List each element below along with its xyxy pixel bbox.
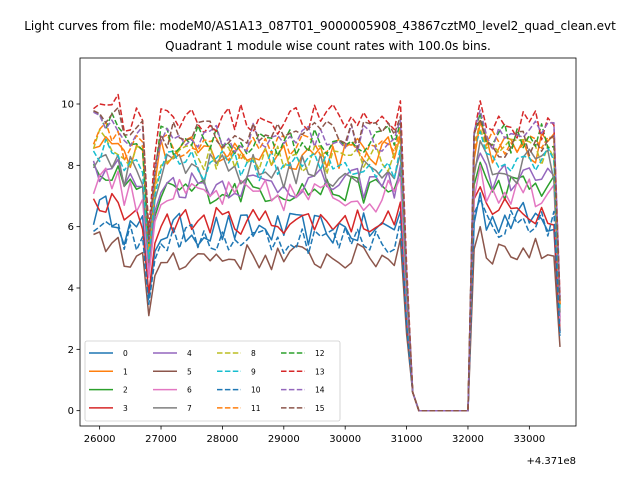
legend-label-5: 5 <box>187 367 192 376</box>
series-line-6 <box>92 164 561 412</box>
legend-label-0: 0 <box>123 349 128 358</box>
legend-label-11: 11 <box>251 404 261 413</box>
legend-label-1: 1 <box>123 367 128 376</box>
series-line-11 <box>92 118 561 412</box>
x-tick-label: 32000 <box>452 434 484 445</box>
x-tick-label: 31000 <box>391 434 423 445</box>
axes-frame <box>79 57 577 427</box>
legend-label-4: 4 <box>187 349 192 358</box>
series-line-14 <box>93 109 561 412</box>
x-tick-label: 30000 <box>329 434 361 445</box>
legend-label-9: 9 <box>251 367 256 376</box>
x-tick-label: 33000 <box>513 434 545 445</box>
x-tick-label: 27000 <box>145 434 177 445</box>
series-line-10 <box>93 198 561 412</box>
series-line-13 <box>93 93 561 412</box>
series-line-7 <box>92 140 561 412</box>
x-offset-label: +4.371e8 <box>526 456 576 467</box>
y-tick-label: 0 <box>68 406 74 417</box>
y-tick-label: 10 <box>61 100 74 111</box>
legend-label-3: 3 <box>123 404 128 413</box>
series-line-5 <box>93 225 561 412</box>
axes-layer: 26000 27000 28000 29000 30000 31000 32000 33000… <box>61 57 577 445</box>
legend-label-7: 7 <box>187 404 192 413</box>
legend-label-14: 14 <box>315 386 325 395</box>
series-line-4 <box>92 152 561 412</box>
legend-box <box>84 340 341 422</box>
y-tick-label: 6 <box>68 222 74 233</box>
x-tick-label: 29000 <box>268 434 300 445</box>
y-tick-label: 8 <box>68 161 74 172</box>
legend-label-13: 13 <box>315 367 325 376</box>
legend-label-6: 6 <box>187 386 192 395</box>
series-line-12 <box>93 110 561 412</box>
chart-title: Quadrant 1 module wise count rates with … <box>165 39 491 53</box>
x-tick-label: 26000 <box>84 434 116 445</box>
y-tick-label: 2 <box>68 345 74 356</box>
legend-label-2: 2 <box>123 386 128 395</box>
legend-label-12: 12 <box>315 349 325 358</box>
y-tick-label: 4 <box>68 284 74 295</box>
x-tick-label: 28000 <box>207 434 239 445</box>
series-line-1 <box>93 121 561 412</box>
figure-suptitle: Light curves from file: modeM0/AS1A13_08… <box>24 19 616 33</box>
legend-label-15: 15 <box>315 404 325 413</box>
legend-label-8: 8 <box>251 349 256 358</box>
series-line-3 <box>92 186 561 412</box>
series-layer <box>92 93 561 412</box>
legend-label-10: 10 <box>251 386 261 395</box>
